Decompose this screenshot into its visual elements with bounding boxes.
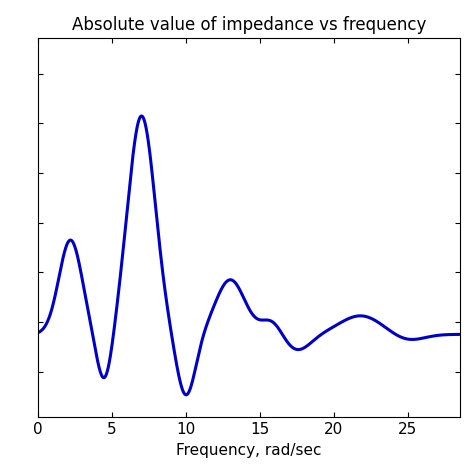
X-axis label: Frequency, rad/sec: Frequency, rad/sec: [176, 443, 321, 457]
Title: Absolute value of impedance vs frequency: Absolute value of impedance vs frequency: [72, 16, 426, 34]
